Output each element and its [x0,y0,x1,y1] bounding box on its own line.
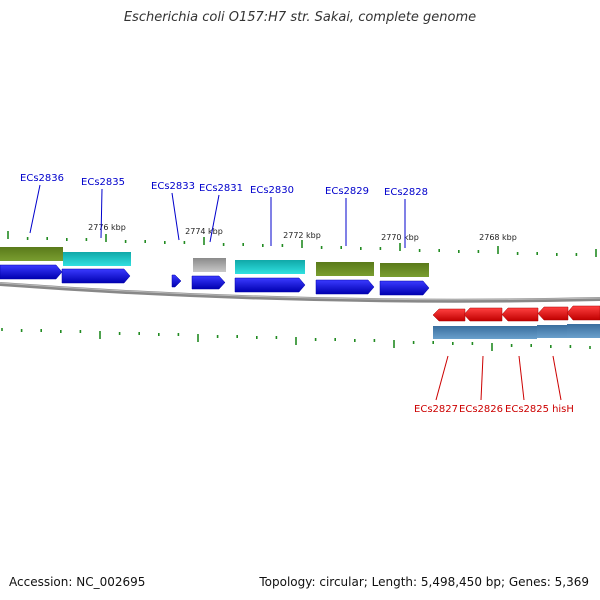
gene-bar[interactable] [433,326,537,339]
cds-reverse-arrow[interactable] [501,307,539,322]
gene-bar[interactable] [63,252,131,266]
gene-label-forward[interactable]: ECs2830 [250,185,294,196]
gene-bar[interactable] [537,325,567,338]
cds-forward-arrow[interactable] [191,275,226,290]
leader-line [435,355,449,401]
genome-backbone-highlight [0,282,600,301]
genome-backbone [0,282,600,303]
gene-label-reverse[interactable]: hisH [552,404,574,415]
cds-forward-arrow[interactable] [171,274,182,288]
cds-reverse-arrow[interactable] [463,307,503,322]
gene-bar[interactable] [235,260,305,274]
scale-label: 2772 kbp [283,231,321,240]
leader-line [171,192,180,241]
leader-line [480,355,484,401]
gene-bar[interactable] [193,258,226,272]
cds-forward-arrow[interactable] [61,268,131,284]
scale-label: 2776 kbp [88,223,126,232]
leader-line [552,355,562,401]
cds-reverse-arrow[interactable] [537,306,569,321]
gene-label-forward[interactable]: ECs2835 [81,177,125,188]
gene-label-forward[interactable]: ECs2829 [325,186,369,197]
cds-forward-arrow[interactable] [234,277,306,293]
scale-label: 2774 kbp [185,227,223,236]
leader-line [209,194,220,243]
gene-label-reverse[interactable]: ECs2827 [414,404,458,415]
cds-forward-arrow[interactable] [0,264,63,280]
gene-bar[interactable] [380,263,429,277]
cds-reverse-arrow[interactable] [432,308,466,322]
gene-label-reverse[interactable]: ECs2826 [459,404,503,415]
scale-label: 2770 kbp [381,233,419,242]
cds-forward-arrow[interactable] [379,280,430,296]
cds-reverse-arrow[interactable] [566,305,600,321]
leader-line [29,184,41,234]
gene-label-reverse[interactable]: ECs2825 [505,404,549,415]
leader-line [100,188,103,239]
leader-line [518,355,525,401]
gene-label-forward[interactable]: ECs2833 [151,181,195,192]
topology-label: Topology: circular; Length: 5,498,450 bp… [259,575,589,589]
lower-tick-row [1,328,591,351]
gene-label-forward[interactable]: ECs2836 [20,173,64,184]
map-title: Escherichia coli O157:H7 str. Sakai, com… [123,10,477,25]
gene-bar[interactable] [316,262,374,276]
upper-tick-row [7,231,597,257]
scale-labels: 2776 kbp 2774 kbp 2772 kbp 2770 kbp 2768 kbp [88,223,517,242]
gene-labels: ECs2836 ECs2835 ECs2833 ECs2831 ECs2830 ECs28… [20,173,574,415]
cds-forward-arrow[interactable] [315,279,375,295]
gene-bar[interactable] [567,324,600,338]
accession-label: Accession: NC_002695 [9,575,146,589]
gene-bar[interactable] [0,247,63,261]
scale-label: 2768 kbp [479,233,517,242]
gene-label-forward[interactable]: ECs2828 [384,187,428,198]
gene-label-forward[interactable]: ECs2831 [199,183,243,194]
feature-track [0,247,600,339]
